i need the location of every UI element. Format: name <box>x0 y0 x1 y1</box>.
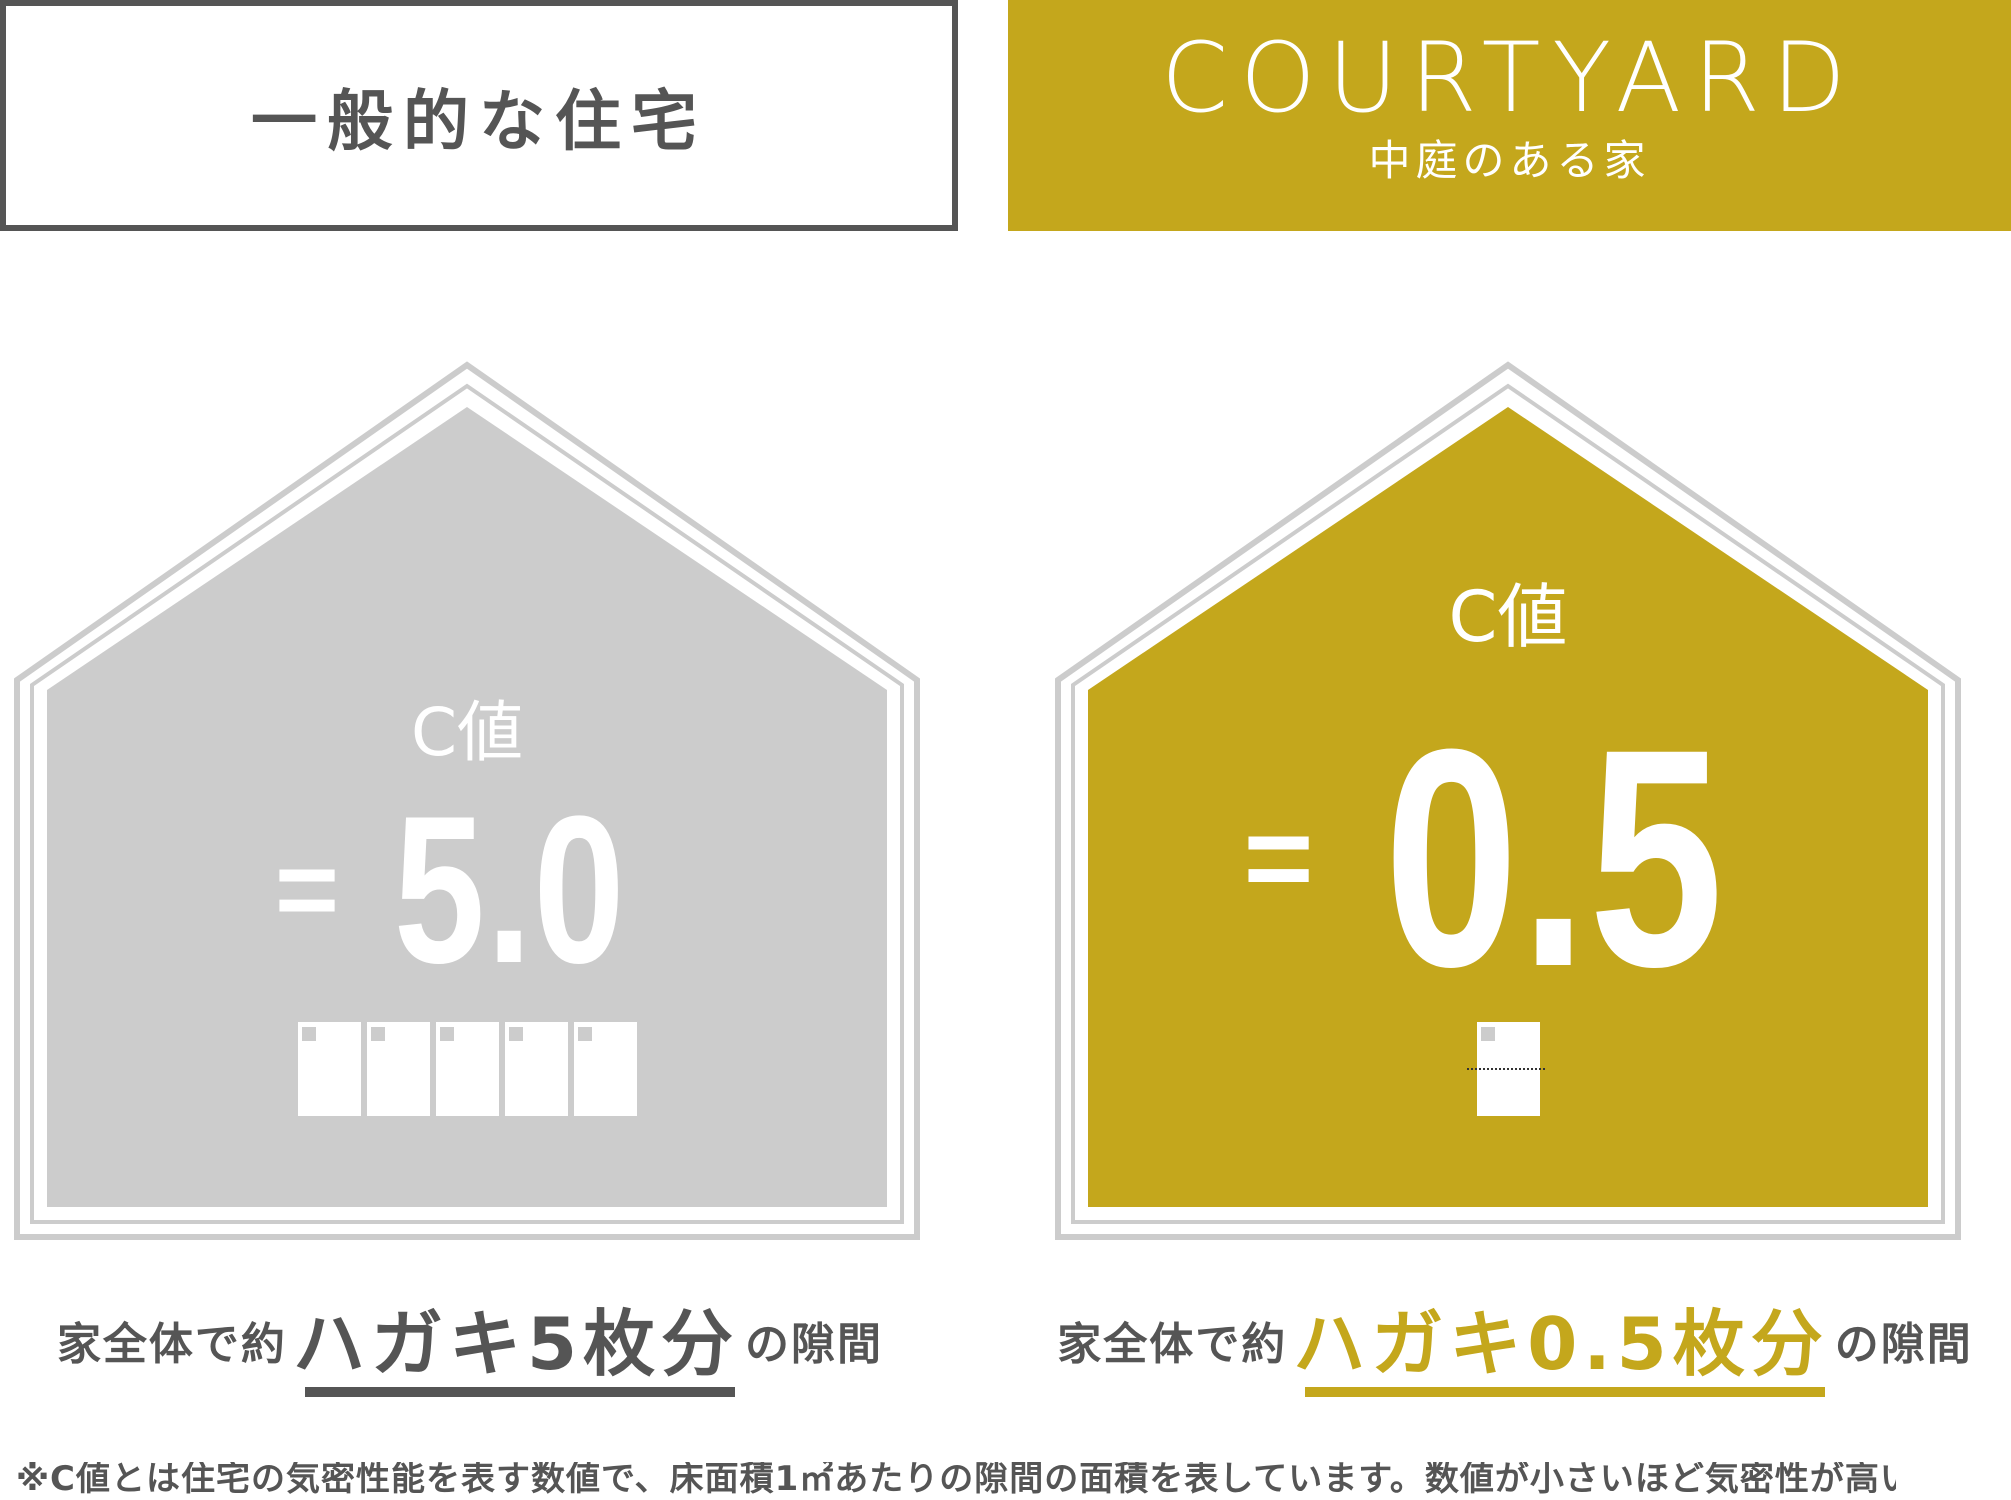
caption-suffix: の隙間 <box>1834 1319 1973 1370</box>
postcard-stamp <box>370 1027 385 1041</box>
house-general-inner-outline <box>30 383 904 1224</box>
postcard-stamp <box>577 1027 592 1041</box>
postcard-icon <box>435 1022 499 1116</box>
caption-suffix: の隙間 <box>745 1319 884 1370</box>
caption-general: 家全体で約 ハガキ5枚分 の隙間 <box>40 1300 900 1380</box>
caption-highlight: ハガキ5枚分 <box>292 1302 740 1386</box>
house-courtyard-fill <box>1088 407 1928 1207</box>
c-value-label: C値 <box>410 694 524 771</box>
c-value-number: 5.0 <box>393 772 627 1007</box>
postcard-cut-line <box>1466 1068 1545 1070</box>
caption-courtyard: 家全体で約 ハガキ0.5枚分 の隙間 <box>1050 1300 1980 1380</box>
c-value-label: C値 <box>1448 576 1568 658</box>
brand-title: COURTYARD <box>1161 22 1858 134</box>
postcard-stamp <box>508 1027 523 1041</box>
caption-underline-general <box>305 1387 735 1397</box>
house-courtyard-inner-outline <box>1071 383 1945 1224</box>
postcard-row <box>1055 1022 1961 1116</box>
postcard-stamp <box>301 1027 316 1041</box>
house-courtyard: C値 = 0.5 <box>1055 360 1961 1240</box>
postcard-icon <box>366 1022 430 1116</box>
c-value-number: 0.5 <box>1383 684 1725 1031</box>
postcard-icon <box>297 1022 361 1116</box>
postcard-stamp <box>439 1027 454 1041</box>
house-general-shape <box>14 361 920 1240</box>
house-courtyard-shape <box>1055 361 1961 1240</box>
c-value-row: = 0.5 <box>1055 703 1961 1013</box>
postcard-row <box>14 1022 920 1116</box>
header-courtyard: COURTYARD 中庭のある家 <box>1008 0 2011 231</box>
equals-sign: = <box>1243 791 1314 925</box>
equals-sign: = <box>274 828 340 951</box>
house-courtyard-outline <box>1055 361 1961 1240</box>
house-general: C値 = 5.0 <box>14 360 920 1240</box>
postcard-half-icon <box>1466 1022 1545 1116</box>
footnote: ※C値とは住宅の気密性能を表す数値で、床面積1㎡あたりの隙間の面積を表しています… <box>16 1462 1896 1499</box>
general-house-label: 一般的な住宅 <box>251 82 707 160</box>
caption-underline-courtyard <box>1305 1387 1825 1397</box>
postcard-stamp <box>1480 1027 1495 1041</box>
postcard-icon <box>504 1022 568 1116</box>
caption-highlight: ハガキ0.5枚分 <box>1293 1302 1829 1386</box>
house-general-fill <box>47 407 887 1207</box>
house-general-outline <box>14 361 920 1240</box>
brand-subtitle: 中庭のある家 <box>1368 136 1651 185</box>
c-value-row: = 5.0 <box>14 785 920 995</box>
caption-prefix: 家全体で約 <box>1057 1319 1288 1370</box>
postcard-icon <box>573 1022 637 1116</box>
header-general-house: 一般的な住宅 <box>0 0 958 231</box>
caption-prefix: 家全体で約 <box>56 1319 287 1370</box>
